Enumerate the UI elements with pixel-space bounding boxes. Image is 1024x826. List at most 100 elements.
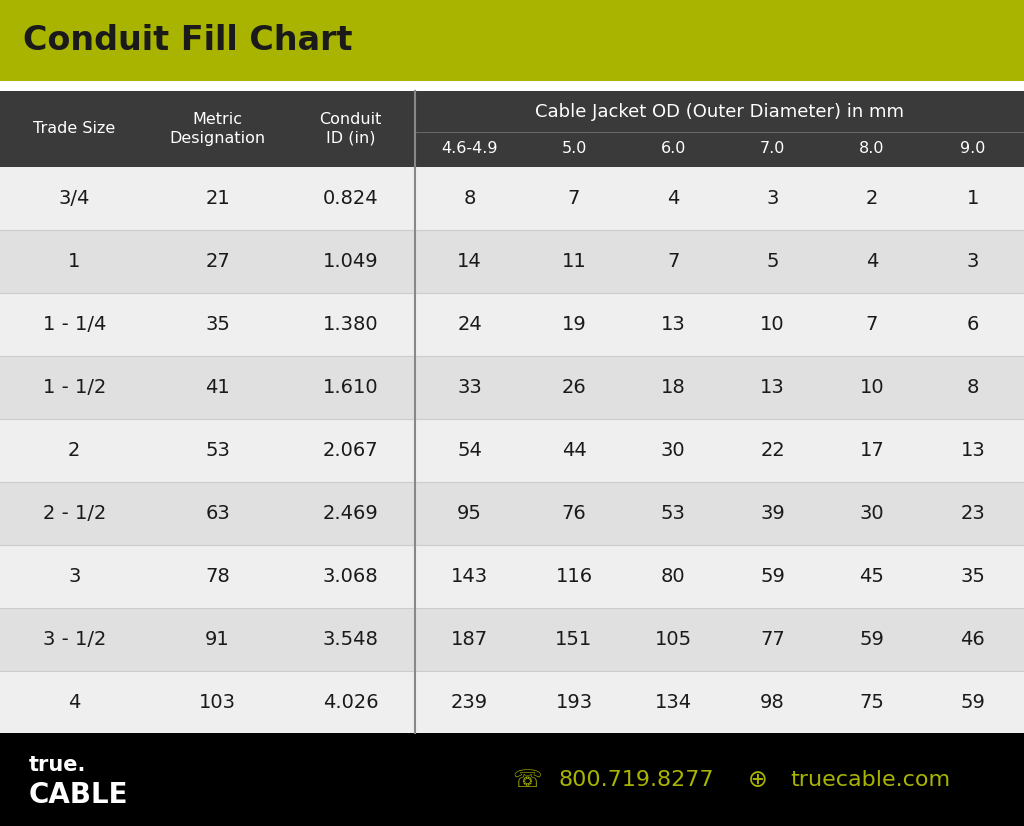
Text: 54: 54 xyxy=(457,440,482,460)
Text: 4.026: 4.026 xyxy=(323,692,379,711)
Text: 2: 2 xyxy=(865,189,879,208)
Text: 193: 193 xyxy=(555,692,593,711)
Text: 3: 3 xyxy=(967,252,979,271)
Text: 98: 98 xyxy=(760,692,785,711)
Text: 187: 187 xyxy=(451,629,488,648)
Text: 800.719.8277: 800.719.8277 xyxy=(558,770,714,790)
Text: truecable.com: truecable.com xyxy=(791,770,950,790)
Text: 24: 24 xyxy=(457,315,482,334)
Text: 95: 95 xyxy=(457,504,482,523)
Text: 7: 7 xyxy=(567,189,581,208)
Text: 2.067: 2.067 xyxy=(323,440,379,460)
Text: 3: 3 xyxy=(766,189,779,208)
Text: 4.6-4.9: 4.6-4.9 xyxy=(441,141,498,156)
Text: 1.610: 1.610 xyxy=(323,377,379,396)
Text: 8: 8 xyxy=(463,189,476,208)
Bar xyxy=(0,544,1024,608)
Bar xyxy=(0,81,1024,91)
Text: 45: 45 xyxy=(859,567,885,586)
Text: 11: 11 xyxy=(561,252,587,271)
Text: 21: 21 xyxy=(205,189,230,208)
Bar xyxy=(0,0,1024,81)
Text: Conduit Fill Chart: Conduit Fill Chart xyxy=(23,24,352,57)
Text: 13: 13 xyxy=(961,440,985,460)
Text: 7: 7 xyxy=(667,252,680,271)
Text: 75: 75 xyxy=(859,692,885,711)
Text: ☏: ☏ xyxy=(512,767,542,792)
Bar xyxy=(0,356,1024,419)
Text: 59: 59 xyxy=(760,567,785,586)
Text: 1: 1 xyxy=(967,189,979,208)
Text: 6: 6 xyxy=(967,315,979,334)
Text: Metric
Designation: Metric Designation xyxy=(170,112,265,145)
Bar xyxy=(0,671,1024,733)
Text: ⊕: ⊕ xyxy=(748,767,767,792)
Text: 2: 2 xyxy=(68,440,81,460)
Text: 3.068: 3.068 xyxy=(323,567,379,586)
Text: 23: 23 xyxy=(961,504,985,523)
Text: 3 - 1/2: 3 - 1/2 xyxy=(43,629,105,648)
Text: 1.049: 1.049 xyxy=(323,252,379,271)
Bar xyxy=(0,292,1024,356)
Text: 2.469: 2.469 xyxy=(323,504,379,523)
Text: 30: 30 xyxy=(859,504,885,523)
Text: 4: 4 xyxy=(68,692,81,711)
Text: 3: 3 xyxy=(68,567,81,586)
Text: 1: 1 xyxy=(68,252,81,271)
Text: 53: 53 xyxy=(660,504,686,523)
Text: 2 - 1/2: 2 - 1/2 xyxy=(43,504,105,523)
Text: 10: 10 xyxy=(760,315,785,334)
Text: 19: 19 xyxy=(561,315,587,334)
Text: Conduit
ID (in): Conduit ID (in) xyxy=(319,112,382,145)
Text: 143: 143 xyxy=(451,567,488,586)
Text: CABLE: CABLE xyxy=(29,781,128,809)
Text: 35: 35 xyxy=(205,315,230,334)
Text: 46: 46 xyxy=(961,629,985,648)
Text: 1 - 1/4: 1 - 1/4 xyxy=(43,315,105,334)
Text: 13: 13 xyxy=(760,377,785,396)
Text: 17: 17 xyxy=(859,440,885,460)
Text: 8.0: 8.0 xyxy=(859,141,885,156)
Text: 14: 14 xyxy=(457,252,482,271)
Text: 0.824: 0.824 xyxy=(323,189,379,208)
Text: 9.0: 9.0 xyxy=(961,141,985,156)
Text: 134: 134 xyxy=(654,692,692,711)
Text: 13: 13 xyxy=(660,315,686,334)
Text: 22: 22 xyxy=(760,440,785,460)
Text: 30: 30 xyxy=(660,440,686,460)
Text: Cable Jacket OD (Outer Diameter) in mm: Cable Jacket OD (Outer Diameter) in mm xyxy=(535,103,904,121)
Text: 78: 78 xyxy=(205,567,230,586)
Bar xyxy=(0,608,1024,671)
Text: 80: 80 xyxy=(660,567,686,586)
Text: 53: 53 xyxy=(205,440,230,460)
Text: 5.0: 5.0 xyxy=(561,141,587,156)
Text: 8: 8 xyxy=(967,377,979,396)
Text: 7: 7 xyxy=(865,315,879,334)
Text: Trade Size: Trade Size xyxy=(33,121,116,136)
Text: 1 - 1/2: 1 - 1/2 xyxy=(43,377,105,396)
Text: 59: 59 xyxy=(961,692,985,711)
Text: 44: 44 xyxy=(561,440,587,460)
Text: 33: 33 xyxy=(457,377,482,396)
Bar xyxy=(0,419,1024,482)
Text: 41: 41 xyxy=(205,377,230,396)
Bar xyxy=(0,733,1024,826)
Text: 18: 18 xyxy=(660,377,686,396)
Bar xyxy=(0,167,1024,230)
Text: 4: 4 xyxy=(865,252,879,271)
Text: 103: 103 xyxy=(199,692,237,711)
Text: 116: 116 xyxy=(555,567,593,586)
Text: 35: 35 xyxy=(961,567,985,586)
Text: 27: 27 xyxy=(205,252,230,271)
Text: 151: 151 xyxy=(555,629,593,648)
Bar xyxy=(0,482,1024,544)
Text: 7.0: 7.0 xyxy=(760,141,785,156)
Text: 1.380: 1.380 xyxy=(323,315,379,334)
Text: 76: 76 xyxy=(561,504,587,523)
Text: 6.0: 6.0 xyxy=(660,141,686,156)
Bar xyxy=(0,230,1024,292)
Text: 3/4: 3/4 xyxy=(58,189,90,208)
Text: 26: 26 xyxy=(561,377,587,396)
Text: 105: 105 xyxy=(654,629,692,648)
Text: 239: 239 xyxy=(451,692,488,711)
